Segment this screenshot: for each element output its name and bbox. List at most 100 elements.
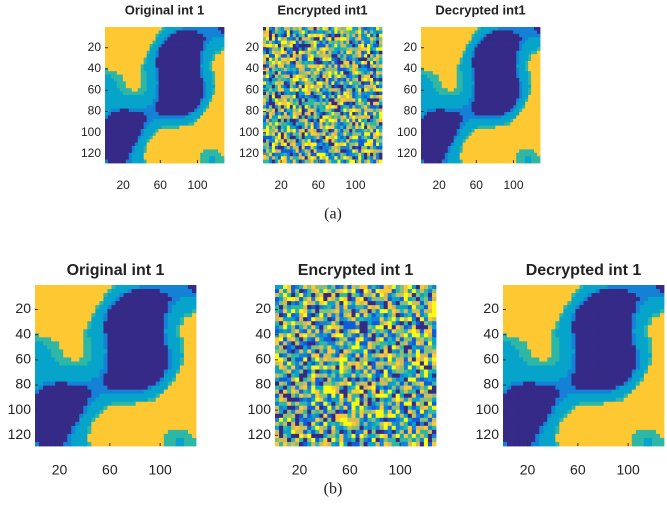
pixel	[376, 78, 379, 82]
pixel	[528, 112, 531, 116]
pixel	[296, 139, 299, 143]
pixel	[272, 85, 275, 89]
pixel	[221, 95, 224, 99]
pixel	[159, 102, 162, 106]
pixel	[167, 122, 170, 126]
pixel	[328, 146, 331, 150]
pixel	[507, 139, 510, 143]
pixel	[317, 81, 320, 85]
pixel	[463, 132, 466, 136]
pixel	[212, 75, 215, 79]
pixel	[320, 132, 323, 136]
pixel	[430, 126, 433, 130]
pixel	[212, 126, 215, 130]
pixel	[188, 61, 191, 65]
pixel	[343, 71, 346, 75]
pixel	[537, 47, 540, 51]
pixel	[129, 146, 132, 150]
pixel	[191, 149, 194, 153]
pixel	[501, 129, 504, 133]
pixel	[206, 112, 209, 116]
pixel	[114, 153, 117, 157]
pixel	[35, 285, 39, 289]
pixel	[504, 27, 507, 31]
pixel	[144, 160, 147, 164]
pixel	[454, 64, 457, 68]
pixel	[331, 95, 334, 99]
pixel	[135, 132, 138, 136]
pixel	[486, 149, 489, 153]
pixel	[346, 129, 349, 133]
pixel	[108, 98, 111, 102]
pixel	[436, 34, 439, 38]
pixel	[203, 71, 206, 75]
pixel	[534, 68, 537, 72]
pixel	[188, 102, 191, 106]
pixel	[457, 27, 460, 31]
pixel	[489, 146, 492, 150]
pixel	[156, 85, 159, 89]
pixel	[209, 109, 212, 113]
pixel	[284, 98, 287, 102]
pixel	[141, 88, 144, 92]
pixel	[206, 136, 209, 140]
pixel	[132, 64, 135, 68]
pixel	[299, 58, 302, 62]
pixel	[170, 98, 173, 102]
pixel	[123, 105, 126, 109]
pixel	[510, 88, 513, 92]
pixel	[311, 78, 314, 82]
pixel	[513, 44, 516, 48]
pixel	[144, 98, 147, 102]
pixel	[513, 149, 516, 153]
pixel	[337, 112, 340, 116]
pixel	[516, 126, 519, 130]
pixel	[466, 132, 469, 136]
pixel	[105, 98, 108, 102]
pixel	[200, 136, 203, 140]
pixel	[475, 146, 478, 150]
pixel	[140, 289, 144, 293]
pixel	[510, 51, 513, 55]
pixel	[182, 92, 185, 96]
pixel	[275, 122, 278, 126]
pixel	[475, 75, 478, 79]
pixel	[182, 126, 185, 130]
pixel	[436, 44, 439, 48]
pixel	[203, 51, 206, 55]
pixel	[293, 68, 296, 72]
pixel	[75, 297, 79, 301]
pixel	[111, 51, 114, 55]
pixel	[138, 58, 141, 62]
pixel	[433, 126, 436, 130]
pixel	[165, 27, 168, 31]
pixel	[138, 112, 141, 116]
pixel	[141, 47, 144, 51]
pixel	[424, 109, 427, 113]
pixel	[209, 122, 212, 126]
pixel	[358, 68, 361, 72]
pixel	[463, 105, 466, 109]
pixel	[519, 51, 522, 55]
pixel	[123, 75, 126, 79]
pixel	[123, 92, 126, 96]
pixel	[206, 146, 209, 150]
pixel	[209, 78, 212, 82]
pixel	[424, 122, 427, 126]
pixel	[293, 47, 296, 51]
pixel	[311, 34, 314, 38]
pixel	[212, 81, 215, 85]
pixel	[379, 95, 382, 99]
pixel	[305, 95, 308, 99]
pixel	[421, 105, 424, 109]
pixel	[305, 146, 308, 150]
pixel	[284, 27, 287, 31]
pixel	[173, 54, 176, 58]
pixel	[284, 88, 287, 92]
pixel	[340, 146, 343, 150]
pixel	[105, 30, 108, 34]
pixel	[188, 115, 191, 119]
pixel	[454, 95, 457, 99]
pixel	[457, 64, 460, 68]
pixel	[478, 95, 481, 99]
